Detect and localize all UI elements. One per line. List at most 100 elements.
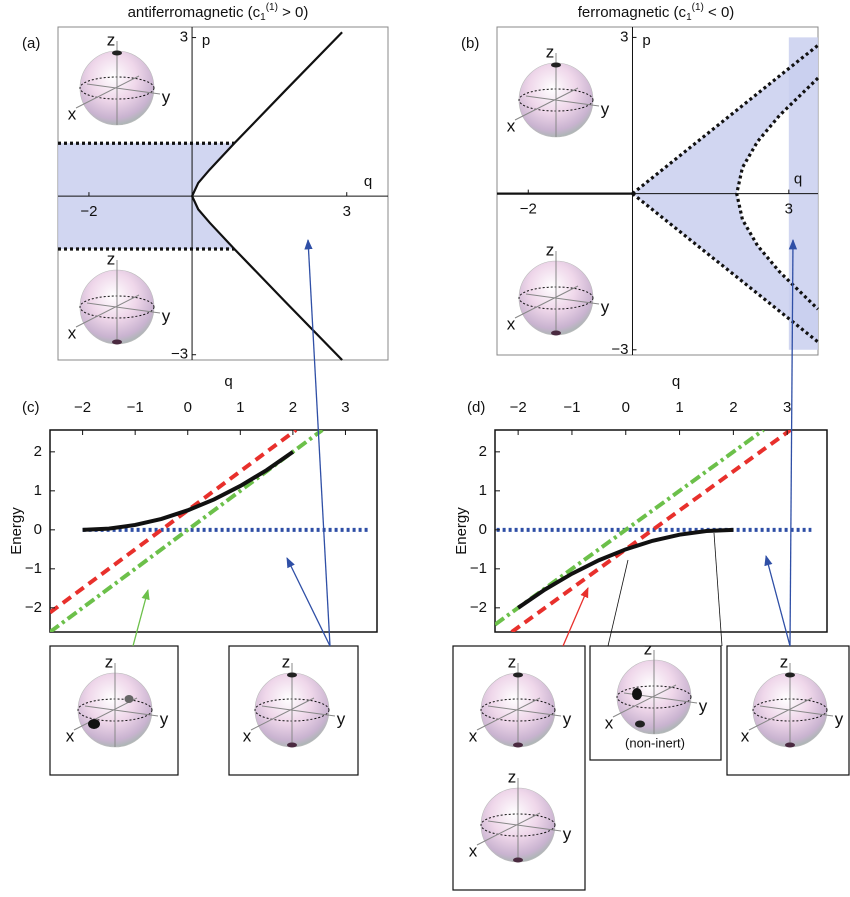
y-tick-label: −2: [470, 599, 487, 616]
x-tick-label: 0: [622, 399, 630, 416]
x-tick-label: 2: [289, 399, 297, 416]
x-tick-label: 3: [341, 399, 349, 416]
axis-letter: y: [563, 709, 572, 728]
title-part: antiferromagnetic (c: [128, 4, 261, 21]
x-tick-label: −2: [520, 201, 537, 218]
arrow: [286, 557, 331, 647]
axis-letter: y: [160, 709, 169, 728]
y-tick-label: 0: [34, 521, 42, 538]
axis-letter: z: [105, 652, 114, 671]
curve: [510, 430, 792, 632]
state-dot: [785, 672, 795, 678]
x-tick-label: −2: [510, 399, 527, 416]
axis-letter: y: [835, 709, 844, 728]
curve: [190, 31, 343, 361]
axis-letter: y: [162, 306, 171, 325]
x-axis-label: q: [794, 171, 802, 188]
y-axis: [525, 95, 600, 107]
axis-letter: x: [507, 116, 516, 135]
axis-letter: x: [66, 726, 75, 745]
panel-label: (a): [22, 35, 40, 52]
pointer: [713, 532, 723, 647]
arrow: [788, 238, 798, 647]
x-axis-label: q: [364, 173, 372, 190]
axis-letter: x: [507, 314, 516, 333]
state-dot: [632, 688, 642, 700]
y-tick-label: −3: [171, 346, 188, 363]
axis-letter: x: [605, 713, 614, 732]
sphere-icon: z x y: [243, 652, 346, 748]
state-dot: [513, 672, 523, 678]
y-axis-label: Energy: [8, 507, 25, 555]
curve: [517, 527, 734, 610]
x-tick-label: −2: [80, 203, 97, 220]
x-tick-label: 3: [783, 399, 791, 416]
title-part: ferromagnetic (c: [578, 4, 687, 21]
curve: [50, 430, 298, 615]
panel-label: (c): [22, 399, 40, 416]
state-dot: [785, 742, 795, 748]
state-dot: [551, 330, 561, 336]
axis-letter: x: [469, 726, 478, 745]
y-tick-label: 3: [620, 28, 628, 45]
x-axis: [476, 697, 541, 731]
state-dot: [124, 695, 134, 703]
arrows: [132, 238, 798, 647]
chart-title: antiferromagnetic (c1(1) > 0): [128, 2, 309, 23]
axis-letter: z: [508, 767, 517, 786]
axis-letter: y: [699, 696, 708, 715]
curve: [82, 450, 295, 532]
pointer: [607, 559, 629, 647]
title-part: 1: [686, 12, 692, 23]
title-part: (1): [266, 2, 278, 13]
title-part: < 0): [704, 4, 734, 21]
axis-letter: y: [601, 297, 610, 316]
x-tick-label: 1: [675, 399, 683, 416]
title-part: (1): [692, 2, 704, 13]
x-tick-label: 3: [785, 201, 793, 218]
axis-letter: x: [68, 104, 77, 123]
axis-letter: x: [243, 726, 252, 745]
x-tick-label: −1: [563, 399, 580, 416]
x-axis: [476, 812, 541, 846]
state-dot: [287, 672, 297, 678]
y-tick-label: −1: [25, 560, 42, 577]
x-axis: [75, 294, 140, 328]
x-tick-label: 1: [236, 399, 244, 416]
sphere-icon: z x y: [66, 652, 169, 748]
sphere-icon: z x y: [741, 652, 844, 748]
y-axis: [84, 705, 159, 717]
plot-area: [50, 430, 370, 632]
annotation: (non-inert): [625, 735, 685, 750]
axis-letter: y: [337, 709, 346, 728]
arrow: [304, 238, 331, 647]
state-dot: [112, 339, 122, 345]
axis-letter: z: [282, 652, 291, 671]
y-tick-label: 2: [34, 443, 42, 460]
y-axis: [525, 293, 600, 305]
sphere-icon: z x y: [507, 240, 610, 336]
state-dot: [635, 720, 645, 728]
title-part: > 0): [278, 4, 308, 21]
axis-letter: x: [469, 841, 478, 860]
spheres: z x y z x y z x y z x y z x y z x y z x y z x y z x y z x y: [66, 30, 844, 863]
x-axis: [75, 75, 140, 109]
sphere-icon: z x y: [469, 767, 572, 863]
panel-label: (b): [461, 35, 479, 52]
sphere-icon: z x y: [605, 639, 708, 735]
sphere-icon: z x y: [68, 30, 171, 126]
panel-label: (d): [467, 399, 485, 416]
state-dot: [112, 50, 122, 56]
plot-area: [495, 430, 812, 632]
y-axis: [759, 705, 834, 717]
state-dot: [513, 742, 523, 748]
y-axis-label: p: [202, 32, 210, 49]
arrow: [562, 587, 589, 647]
axis-letter: y: [601, 99, 610, 118]
x-tick-label: −2: [74, 399, 91, 416]
x-axis: [514, 87, 579, 121]
y-axis: [487, 820, 562, 832]
axis-letter: z: [644, 639, 653, 658]
